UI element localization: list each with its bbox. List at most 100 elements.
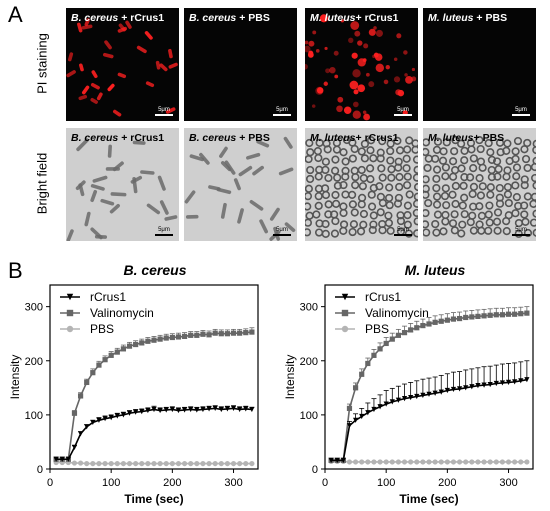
data-point	[432, 459, 438, 465]
legend-marker	[66, 293, 74, 301]
data-point	[401, 330, 408, 336]
data-point	[126, 343, 133, 349]
data-point	[139, 409, 145, 415]
data-point	[383, 401, 389, 407]
scale-bar: 5μm	[512, 227, 530, 236]
data-point	[175, 334, 182, 340]
data-point	[102, 357, 108, 363]
data-point	[426, 391, 432, 397]
data-point	[243, 330, 249, 336]
plot-frame	[324, 284, 534, 470]
data-point	[169, 406, 175, 413]
y-tick-label: 0	[37, 464, 43, 476]
data-point	[181, 460, 188, 467]
data-point	[340, 457, 346, 463]
data-point	[102, 416, 108, 422]
data-point	[463, 314, 469, 321]
data-point	[401, 396, 408, 402]
data-point	[90, 460, 96, 467]
data-point	[487, 459, 493, 465]
data-point	[133, 341, 139, 348]
data-point	[346, 405, 353, 411]
data-point	[194, 332, 200, 338]
data-point	[352, 417, 359, 423]
y-tick-label: 300	[300, 302, 318, 314]
row-label-pi-staining: PI staining	[34, 33, 50, 94]
data-point	[194, 407, 200, 413]
data-point	[163, 407, 169, 413]
chart-b-cereus: 0 100 200 300 0 100 200 300 Time (sec) Intensity r…	[8, 284, 259, 506]
data-point	[163, 460, 169, 467]
data-point	[524, 459, 530, 465]
data-point	[469, 459, 475, 465]
data-point	[53, 456, 59, 462]
x-tick-label: 0	[322, 477, 328, 489]
data-point	[151, 406, 157, 413]
data-point	[414, 459, 420, 465]
data-point	[469, 384, 475, 390]
micrograph-title: B. cereus + rCrus1	[71, 132, 165, 144]
data-point	[188, 460, 194, 467]
data-point	[505, 459, 512, 465]
data-point	[84, 424, 90, 430]
data-point	[408, 394, 414, 401]
legend-marker	[341, 293, 349, 301]
data-point	[206, 332, 212, 338]
x-axis-label: Time (sec)	[399, 492, 458, 506]
data-point	[444, 387, 450, 394]
data-point	[352, 385, 359, 391]
chart-m-luteus: 0 100 200 300 0 100 200 300 Time (sec) Intensity r…	[283, 284, 534, 506]
data-point	[389, 459, 395, 465]
scale-bar: 5μm	[273, 227, 291, 236]
data-point	[518, 459, 524, 465]
x-tick-label: 300	[224, 477, 242, 489]
data-point	[475, 383, 481, 389]
data-point	[426, 321, 432, 327]
data-point	[71, 410, 78, 416]
data-point	[243, 406, 249, 412]
data-point	[365, 410, 371, 416]
data-point	[426, 459, 432, 465]
data-point	[90, 419, 96, 426]
data-point	[328, 457, 334, 463]
data-point	[463, 459, 469, 465]
data-point	[145, 338, 151, 344]
data-point	[157, 460, 163, 467]
data-point	[499, 380, 506, 386]
data-point	[481, 382, 487, 388]
data-point	[151, 460, 157, 467]
data-point	[169, 460, 175, 467]
data-point	[65, 456, 71, 462]
data-point	[218, 406, 224, 413]
data-point	[84, 460, 90, 467]
y-tick-label: 0	[312, 464, 318, 476]
data-point	[194, 460, 200, 467]
data-point	[230, 460, 237, 467]
scale-bar: 5μm	[155, 227, 173, 236]
legend-marker	[66, 325, 74, 333]
x-tick-label: 0	[47, 477, 53, 489]
data-point	[481, 313, 487, 319]
data-point	[456, 459, 463, 465]
data-point	[230, 330, 237, 336]
data-point	[249, 406, 255, 413]
data-point	[181, 407, 188, 413]
data-point	[371, 459, 377, 465]
data-point	[84, 379, 90, 386]
data-point	[224, 331, 231, 337]
data-point	[432, 390, 438, 396]
series-rcrus1	[328, 360, 530, 463]
scale-bar: 5μm	[394, 107, 412, 116]
data-point	[346, 459, 353, 465]
data-point	[218, 331, 224, 337]
micrograph-title: M. luteus+ rCrus1	[310, 12, 399, 24]
data-point	[224, 460, 231, 467]
data-point	[237, 460, 243, 467]
scale-bar: 5μm	[512, 107, 530, 116]
data-point	[512, 459, 518, 465]
legend-marker	[341, 309, 349, 317]
scale-bar: 5μm	[155, 107, 173, 116]
x-tick-label: 200	[438, 477, 456, 489]
data-point	[212, 405, 218, 411]
y-tick-label: 100	[25, 410, 43, 422]
